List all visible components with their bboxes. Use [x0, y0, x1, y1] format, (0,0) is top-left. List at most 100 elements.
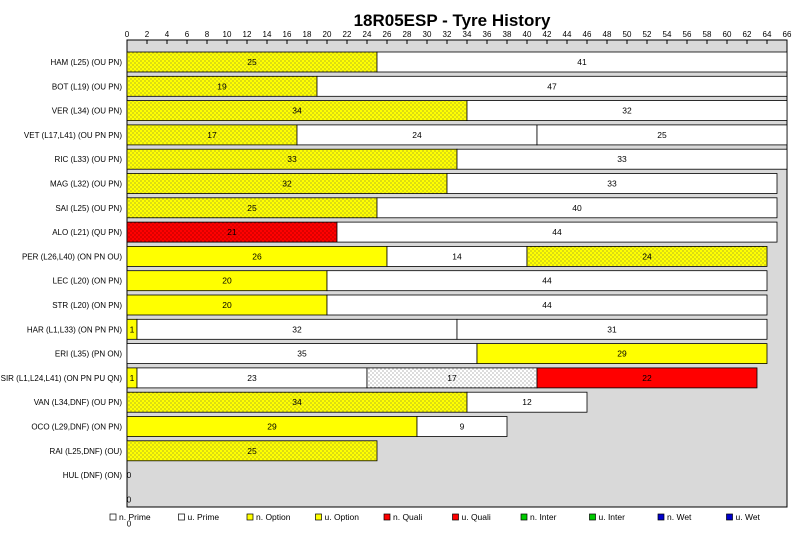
legend-swatch — [178, 513, 185, 521]
x-tick-label: 64 — [763, 30, 772, 39]
stint-laps-label: 29 — [617, 349, 627, 359]
stint-laps-label: 44 — [552, 227, 562, 237]
x-tick-label: 2 — [145, 30, 150, 39]
legend-swatch — [520, 513, 528, 521]
x-tick-label: 4 — [165, 30, 170, 39]
legend-label: n. Wet — [667, 512, 692, 522]
row-label: LEC (L20) (ON PN) — [53, 277, 123, 286]
stint-laps-label: 14 — [452, 251, 462, 261]
legend-label: u. Option — [325, 512, 360, 522]
x-tick-label: 42 — [543, 30, 552, 39]
row-label: STR (L20) (ON PN) — [52, 301, 122, 310]
legend-label: n. Option — [256, 512, 291, 522]
x-tick-label: 18 — [303, 30, 312, 39]
stint-laps-label: 20 — [222, 300, 232, 310]
x-tick-label: 38 — [503, 30, 512, 39]
stint-laps-label: 26 — [252, 251, 262, 261]
stint-laps-label: 1 — [130, 373, 135, 383]
x-tick-label: 12 — [243, 30, 252, 39]
row-label: ALO (L21) (QU PN) — [52, 228, 122, 237]
x-tick-label: 26 — [383, 30, 392, 39]
x-axis: 0 2 4 6 8 10 12 14 16 18 20 22 24 26 28 30 32 34 36 38 40 42 4… — [125, 30, 792, 44]
x-tick-label: 34 — [463, 30, 472, 39]
stint-bar — [336, 221, 778, 243]
x-tick-label: 54 — [663, 30, 672, 39]
stint-laps-label: 31 — [607, 324, 617, 334]
stint-laps-label: 44 — [542, 276, 552, 286]
row-label: MAG (L32) (OU PN) — [50, 180, 122, 189]
stint-laps-label: 21 — [227, 227, 237, 237]
stint-laps-label: 25 — [247, 446, 257, 456]
x-tick-label: 10 — [223, 30, 232, 39]
x-tick-label: 52 — [643, 30, 652, 39]
legend-label: u. Prime — [188, 512, 220, 522]
x-tick-label: 46 — [583, 30, 592, 39]
legend-swatch — [383, 513, 391, 521]
stint-laps-label: 17 — [207, 130, 217, 140]
row-label: VER (L34) (OU PN) — [52, 107, 123, 116]
stint-bar — [376, 197, 778, 219]
stint-bar — [466, 391, 588, 413]
legend-label: u. Wet — [736, 512, 761, 522]
x-tick-label: 58 — [703, 30, 712, 39]
x-tick-label: 40 — [523, 30, 532, 39]
x-tick-label: 36 — [483, 30, 492, 39]
row-label: VAN (L34,DNF) (OU PN) — [34, 398, 123, 407]
stint-bar — [466, 100, 788, 121]
x-tick-label: 32 — [443, 30, 452, 39]
x-tick-label: 22 — [343, 30, 352, 39]
row-labels: HAM (L25) (OU PN) BOT (L19) (OU PN) VER (L… — [1, 58, 123, 480]
stint-laps-label: 32 — [292, 324, 302, 334]
stint-laps-label: 35 — [297, 349, 307, 359]
stint-laps-label: 47 — [547, 81, 557, 91]
stint-laps-label: 22 — [642, 373, 652, 383]
row-label: SAI (L25) (OU PN) — [55, 204, 122, 213]
row-label: HAR (L1,L33) (ON PN PN) — [27, 325, 122, 334]
stint-bar — [456, 318, 768, 340]
empty-row-value: 0 — [127, 471, 132, 480]
stint-bar — [326, 270, 768, 292]
row-label: RIC (L33) (OU PN) — [54, 155, 122, 164]
x-tick-label: 48 — [603, 30, 612, 39]
row-label: HAM (L25) (OU PN) — [50, 58, 122, 67]
empty-row-value: 0 — [127, 520, 132, 529]
x-tick-label: 8 — [205, 30, 210, 39]
stint-laps-label: 12 — [522, 397, 532, 407]
stint-laps-label: 29 — [267, 422, 277, 432]
stint-laps-label: 33 — [617, 154, 627, 164]
legend-label: u. Inter — [599, 512, 626, 522]
stint-bar — [526, 245, 768, 267]
stint-laps-label: 41 — [577, 57, 587, 67]
legend-label: n. Inter — [530, 512, 557, 522]
stint-laps-label: 34 — [292, 397, 302, 407]
stint-laps-label: 32 — [282, 179, 292, 189]
row-label: HUL (DNF) (ON) — [63, 471, 123, 480]
stint-laps-label: 25 — [247, 57, 257, 67]
stint-bar — [446, 173, 778, 194]
x-tick-label: 44 — [563, 30, 572, 39]
stint-laps-label: 24 — [412, 130, 422, 140]
x-tick-label: 60 — [723, 30, 732, 39]
x-tick-label: 24 — [363, 30, 372, 39]
empty-row-value: 0 — [127, 495, 132, 504]
row-label: SIR (L1,L24,L41) (ON PN PU QN) — [1, 374, 123, 383]
row-label: PER (L26,L40) (ON PN OU) — [22, 252, 122, 261]
stint-laps-label: 44 — [542, 300, 552, 310]
row-label: ERI (L35) (PN ON) — [55, 350, 122, 359]
chart-title: 18R05ESP - Tyre History — [354, 11, 551, 30]
stint-bar — [316, 75, 788, 97]
legend-swatch — [589, 513, 596, 521]
row-label: RAI (L25,DNF) (OU) — [50, 447, 123, 456]
stint-laps-label: 25 — [657, 130, 667, 140]
x-tick-label: 6 — [185, 30, 190, 39]
stint-bar — [326, 294, 768, 316]
x-tick-label: 14 — [263, 30, 272, 39]
row-label: VET (L17,L41) (OU PN PN) — [24, 131, 122, 140]
legend-label: u. Quali — [462, 512, 491, 522]
legend-swatch — [315, 513, 322, 521]
legend-label: n. Quali — [393, 512, 422, 522]
x-tick-label: 62 — [743, 30, 752, 39]
x-tick-label: 0 — [125, 30, 130, 39]
x-tick-label: 50 — [623, 30, 632, 39]
